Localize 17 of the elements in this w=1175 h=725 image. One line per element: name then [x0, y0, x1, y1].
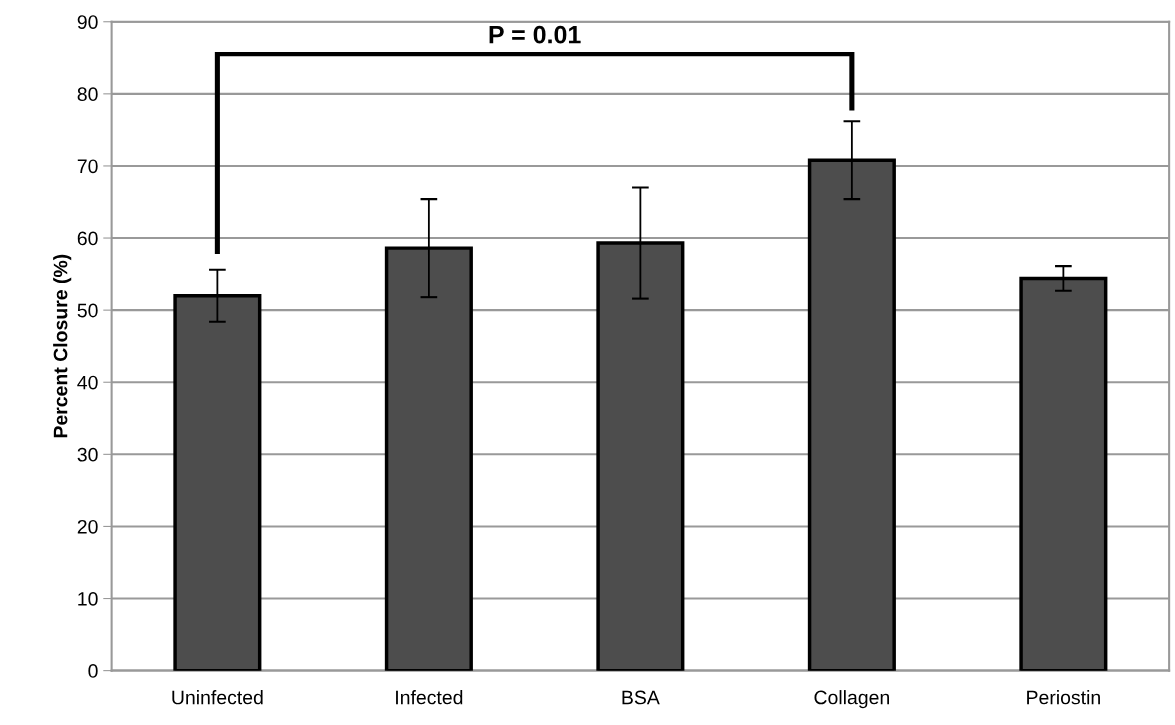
x-tick-label: Collagen	[814, 690, 889, 709]
x-tick-label: Infected	[396, 690, 463, 705]
y-tick-label: 50	[77, 303, 98, 318]
x-tick-label: Periostin	[1027, 690, 1100, 705]
y-tick-label: 40	[77, 375, 98, 390]
y-tick-label: 20	[77, 519, 98, 534]
y-tick-label: 90	[77, 15, 98, 29]
annotation: P = 0.01	[489, 25, 581, 44]
y-axis-title: Percent Closure (%)	[53, 254, 72, 438]
y-tick-label: 10	[78, 592, 98, 606]
y-tick-label: 60	[77, 231, 98, 246]
y-tick-label: 70	[77, 159, 98, 174]
x-tick-label: BSA	[622, 690, 660, 705]
y-tick-label: 0	[88, 664, 98, 678]
y-tick-label: 80	[77, 87, 98, 102]
y-tick-label: 30	[77, 447, 98, 462]
x-tick-label: Uninfected	[172, 690, 263, 705]
